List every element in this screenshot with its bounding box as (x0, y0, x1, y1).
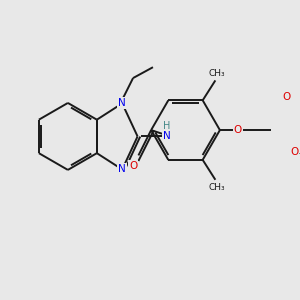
Text: O: O (290, 147, 298, 157)
Text: H: H (163, 121, 170, 130)
Text: O: O (283, 92, 291, 102)
Text: O: O (234, 125, 242, 135)
Text: N: N (118, 164, 126, 175)
Text: N: N (118, 98, 126, 108)
Text: CH₃: CH₃ (209, 69, 226, 78)
Text: H: H (298, 150, 300, 161)
Text: CH₃: CH₃ (209, 182, 226, 191)
Text: N: N (163, 131, 170, 141)
Text: O: O (129, 161, 137, 171)
